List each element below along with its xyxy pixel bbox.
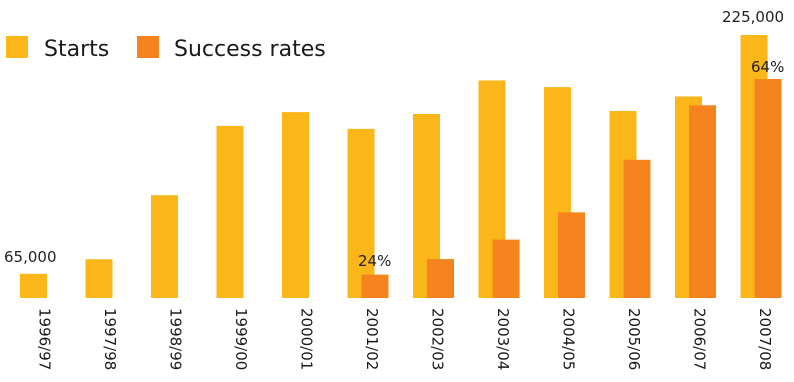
- annotation-starts-last: 225,000: [722, 8, 784, 26]
- annotation-rate-last: 64%: [751, 58, 784, 76]
- legend: Starts Success rates: [6, 36, 326, 62]
- x-tick-label: 2003/04: [494, 308, 512, 370]
- bar-starts-1998-99: [151, 195, 178, 298]
- x-tick-label: 1998/99: [167, 308, 185, 370]
- bar-success-rate-2002-03: [427, 259, 454, 298]
- annotations: 65,000 225,000 24% 64%: [4, 8, 784, 270]
- x-axis-ticks: 1996/97 1997/98 1998/99 1999/00 2000/01 2001/…: [36, 308, 775, 370]
- x-tick-label: 2001/02: [363, 308, 381, 370]
- x-tick-label: 2000/01: [298, 308, 316, 370]
- bar-success-rate-2003-04: [493, 240, 520, 298]
- bar-starts-1996-97: [20, 274, 47, 298]
- legend-label-starts: Starts: [44, 37, 109, 62]
- bar-starts-2001-02: [348, 129, 375, 298]
- legend-swatch-starts: [6, 36, 28, 58]
- legend-swatch-success-rates: [137, 36, 159, 58]
- x-tick-label: 2007/08: [756, 308, 774, 370]
- legend-label-success-rates: Success rates: [174, 37, 326, 62]
- x-tick-label: 2002/03: [429, 308, 447, 370]
- x-tick-label: 1996/97: [36, 308, 54, 370]
- bar-success-rate-2001-02: [362, 275, 389, 298]
- annotation-rate-first: 24%: [358, 252, 391, 270]
- bar-success-rate-2005-06: [624, 160, 651, 298]
- annotation-starts-first: 65,000: [4, 248, 57, 266]
- x-tick-label: 2005/06: [625, 308, 643, 370]
- bar-starts-1997-98: [86, 259, 113, 298]
- x-tick-label: 1999/00: [232, 308, 250, 370]
- bars: [20, 35, 782, 298]
- bar-success-rate-2007-08: [755, 79, 782, 298]
- bar-success-rate-2006-07: [689, 105, 716, 298]
- x-tick-label: 2004/05: [560, 308, 578, 370]
- x-tick-label: 2006/07: [691, 308, 709, 370]
- bar-starts-2000-01: [282, 112, 309, 298]
- bar-starts-1999-00: [217, 126, 244, 298]
- x-tick-label: 1997/98: [101, 308, 119, 370]
- bar-success-rate-2004-05: [558, 212, 585, 298]
